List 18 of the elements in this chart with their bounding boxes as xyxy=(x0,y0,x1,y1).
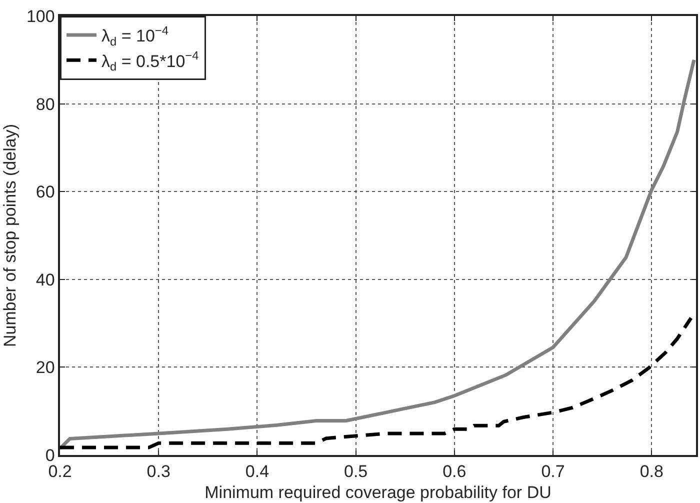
y-tick-label: 80 xyxy=(36,94,55,114)
x-axis-title: Minimum required coverage probability for DU xyxy=(204,483,552,502)
x-tick-label: 0.5 xyxy=(344,462,368,482)
y-tick-label: 20 xyxy=(36,358,55,378)
x-tick-label: 0.3 xyxy=(146,462,170,482)
y-tick-label: 40 xyxy=(36,270,55,290)
x-tick-label: 0.8 xyxy=(640,462,664,482)
x-tick-label: 0.6 xyxy=(442,462,466,482)
x-tick-label: 0.7 xyxy=(541,462,565,482)
line-series xyxy=(60,316,693,450)
y-axis-title: Number of stop points (delay) xyxy=(0,124,20,347)
y-tick-label: 60 xyxy=(36,182,55,202)
legend-label: λ$_{d}$ = 0.5*10$^{−4}$ xyxy=(102,48,200,74)
y-tick-label: 100 xyxy=(26,6,55,26)
legend-label: λ$_{d}$ = 10$^{−4}$ xyxy=(102,24,169,48)
y-tick-label: 0 xyxy=(45,446,55,465)
x-tick-label: 0.2 xyxy=(48,462,72,482)
x-tick-label: 0.4 xyxy=(245,462,270,482)
